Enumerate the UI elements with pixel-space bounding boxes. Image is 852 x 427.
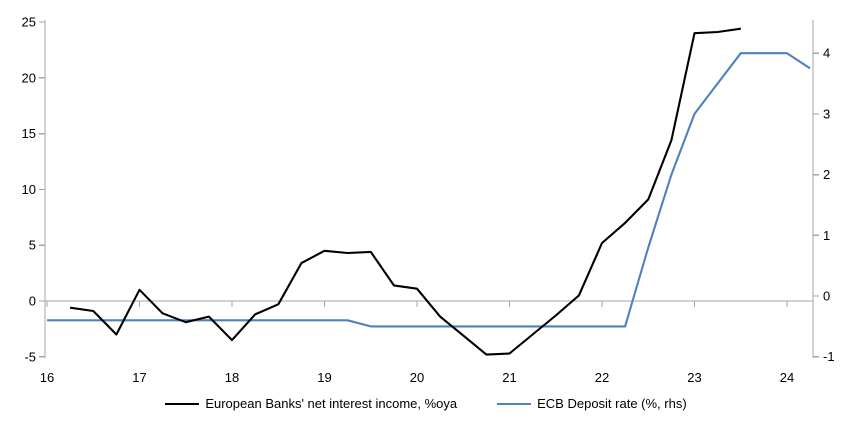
right-axis-tick-label: 0 — [823, 289, 830, 304]
x-axis-tick-label: 24 — [780, 370, 794, 385]
legend-item-ecb-deposit-rate: ECB Deposit rate (%, rhs) — [497, 396, 687, 411]
x-axis-tick-label: 23 — [687, 370, 701, 385]
x-axis-tick-label: 21 — [502, 370, 516, 385]
right-axis-tick-label: 4 — [823, 46, 830, 61]
left-axis-tick-label: 25 — [22, 15, 36, 30]
right-axis-tick-label: -1 — [823, 349, 835, 364]
legend-label-net-interest-income: European Banks' net interest income, %oy… — [205, 396, 458, 411]
series-line-ecb-deposit-rate — [47, 52, 811, 328]
left-axis-tick-label: 15 — [22, 126, 36, 141]
right-axis-tick-label: 3 — [823, 106, 830, 121]
x-axis-tick-label: 16 — [40, 370, 54, 385]
x-axis-tick-label: 20 — [410, 370, 424, 385]
right-axis-tick-label: 1 — [823, 228, 830, 243]
chart-legend: European Banks' net interest income, %oy… — [0, 396, 852, 411]
x-axis-tick-label: 18 — [225, 370, 239, 385]
black-line-swatch-icon — [165, 402, 200, 405]
x-axis-tick-label: 19 — [317, 370, 331, 385]
left-axis-tick-label: -5 — [24, 349, 36, 364]
legend-item-net-interest-income: European Banks' net interest income, %oy… — [165, 396, 457, 411]
x-axis-tick-label: 22 — [595, 370, 609, 385]
left-axis-tick-label: 0 — [29, 294, 36, 309]
legend-label-ecb-deposit-rate: ECB Deposit rate (%, rhs) — [537, 396, 687, 411]
series-line-net-interest-income — [69, 27, 741, 356]
x-axis-tick-label: 17 — [132, 370, 146, 385]
left-axis-tick-label: 10 — [22, 182, 36, 197]
left-axis-tick-label: 5 — [29, 238, 36, 253]
left-axis-tick-label: 20 — [22, 70, 36, 85]
right-axis-tick-label: 2 — [823, 167, 830, 182]
blue-line-swatch-icon — [497, 402, 532, 405]
